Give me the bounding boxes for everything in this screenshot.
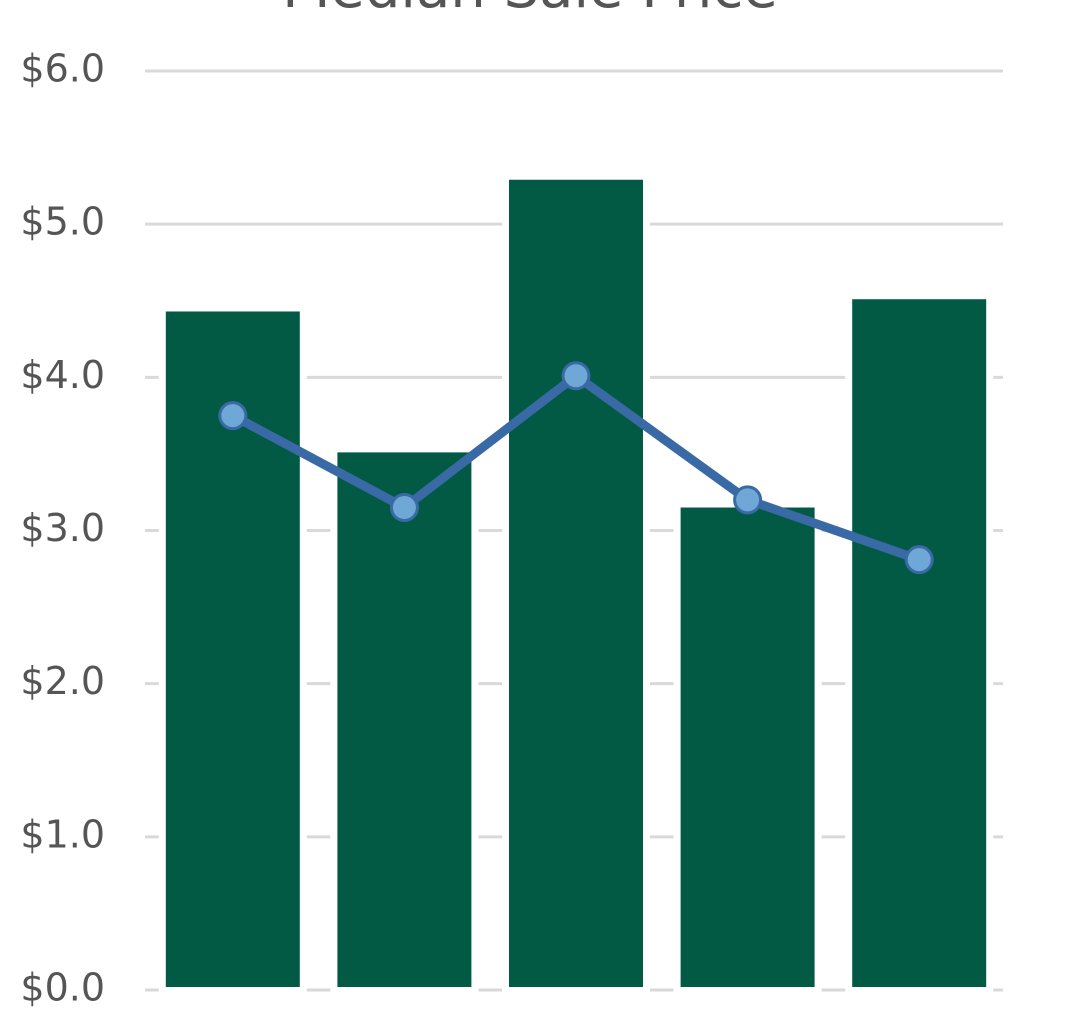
- y-tick-label: $4.0: [20, 353, 105, 397]
- y-tick-label: $6.0: [20, 47, 105, 91]
- bar: [330, 445, 479, 994]
- chart-title: Median Sale Price: [282, 0, 778, 21]
- marker: [389, 493, 419, 523]
- bar: [845, 292, 994, 994]
- marker: [904, 545, 934, 575]
- y-tick-label: $0.0: [20, 966, 105, 1010]
- marker: [561, 361, 591, 391]
- y-tick-label: $2.0: [20, 659, 105, 703]
- y-tick-label: $5.0: [20, 200, 105, 244]
- marker: [218, 401, 248, 431]
- bar: [673, 500, 822, 994]
- y-tick-label: $3.0: [20, 506, 105, 550]
- marker: [733, 485, 763, 515]
- bar: [502, 172, 650, 994]
- y-tick-label: $1.0: [20, 812, 105, 856]
